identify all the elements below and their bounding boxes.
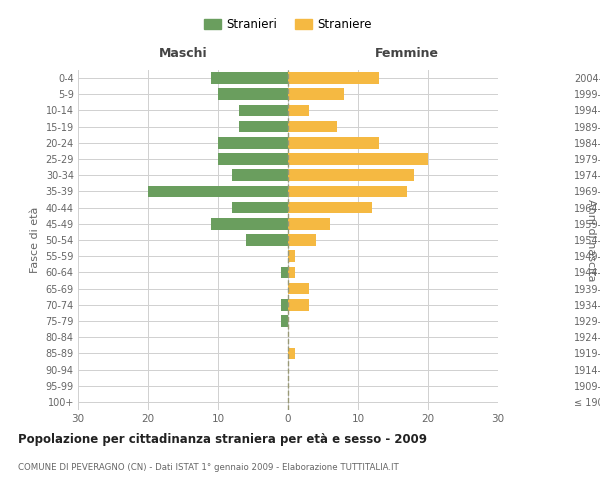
Bar bbox=[232, 202, 288, 213]
Text: Maschi: Maschi bbox=[158, 48, 208, 60]
Bar bbox=[239, 104, 288, 117]
Bar bbox=[288, 170, 414, 181]
Bar bbox=[218, 153, 288, 165]
Bar bbox=[288, 218, 330, 230]
Bar bbox=[288, 121, 337, 132]
Bar bbox=[288, 186, 407, 198]
Legend: Stranieri, Straniere: Stranieri, Straniere bbox=[199, 14, 377, 36]
Text: Anni di nascita: Anni di nascita bbox=[586, 198, 596, 281]
Bar bbox=[288, 299, 309, 310]
Bar bbox=[288, 348, 295, 359]
Bar bbox=[288, 234, 316, 246]
Bar bbox=[218, 137, 288, 148]
Bar bbox=[288, 153, 428, 165]
Bar bbox=[288, 282, 309, 294]
Text: COMUNE DI PEVERAGNO (CN) - Dati ISTAT 1° gennaio 2009 - Elaborazione TUTTITALIA.: COMUNE DI PEVERAGNO (CN) - Dati ISTAT 1°… bbox=[18, 462, 399, 471]
Bar bbox=[211, 72, 288, 84]
Bar bbox=[232, 170, 288, 181]
Bar bbox=[288, 88, 344, 100]
Bar bbox=[288, 137, 379, 148]
Bar bbox=[218, 88, 288, 100]
Text: Popolazione per cittadinanza straniera per età e sesso - 2009: Popolazione per cittadinanza straniera p… bbox=[18, 432, 427, 446]
Bar bbox=[246, 234, 288, 246]
Bar bbox=[288, 72, 379, 84]
Bar bbox=[281, 315, 288, 327]
Bar bbox=[211, 218, 288, 230]
Bar bbox=[281, 299, 288, 310]
Bar bbox=[239, 121, 288, 132]
Bar bbox=[288, 250, 295, 262]
Bar bbox=[288, 202, 372, 213]
Bar bbox=[288, 266, 295, 278]
Bar bbox=[148, 186, 288, 198]
Bar bbox=[288, 104, 309, 117]
Y-axis label: Fasce di età: Fasce di età bbox=[30, 207, 40, 273]
Text: Femmine: Femmine bbox=[375, 48, 439, 60]
Bar bbox=[281, 266, 288, 278]
